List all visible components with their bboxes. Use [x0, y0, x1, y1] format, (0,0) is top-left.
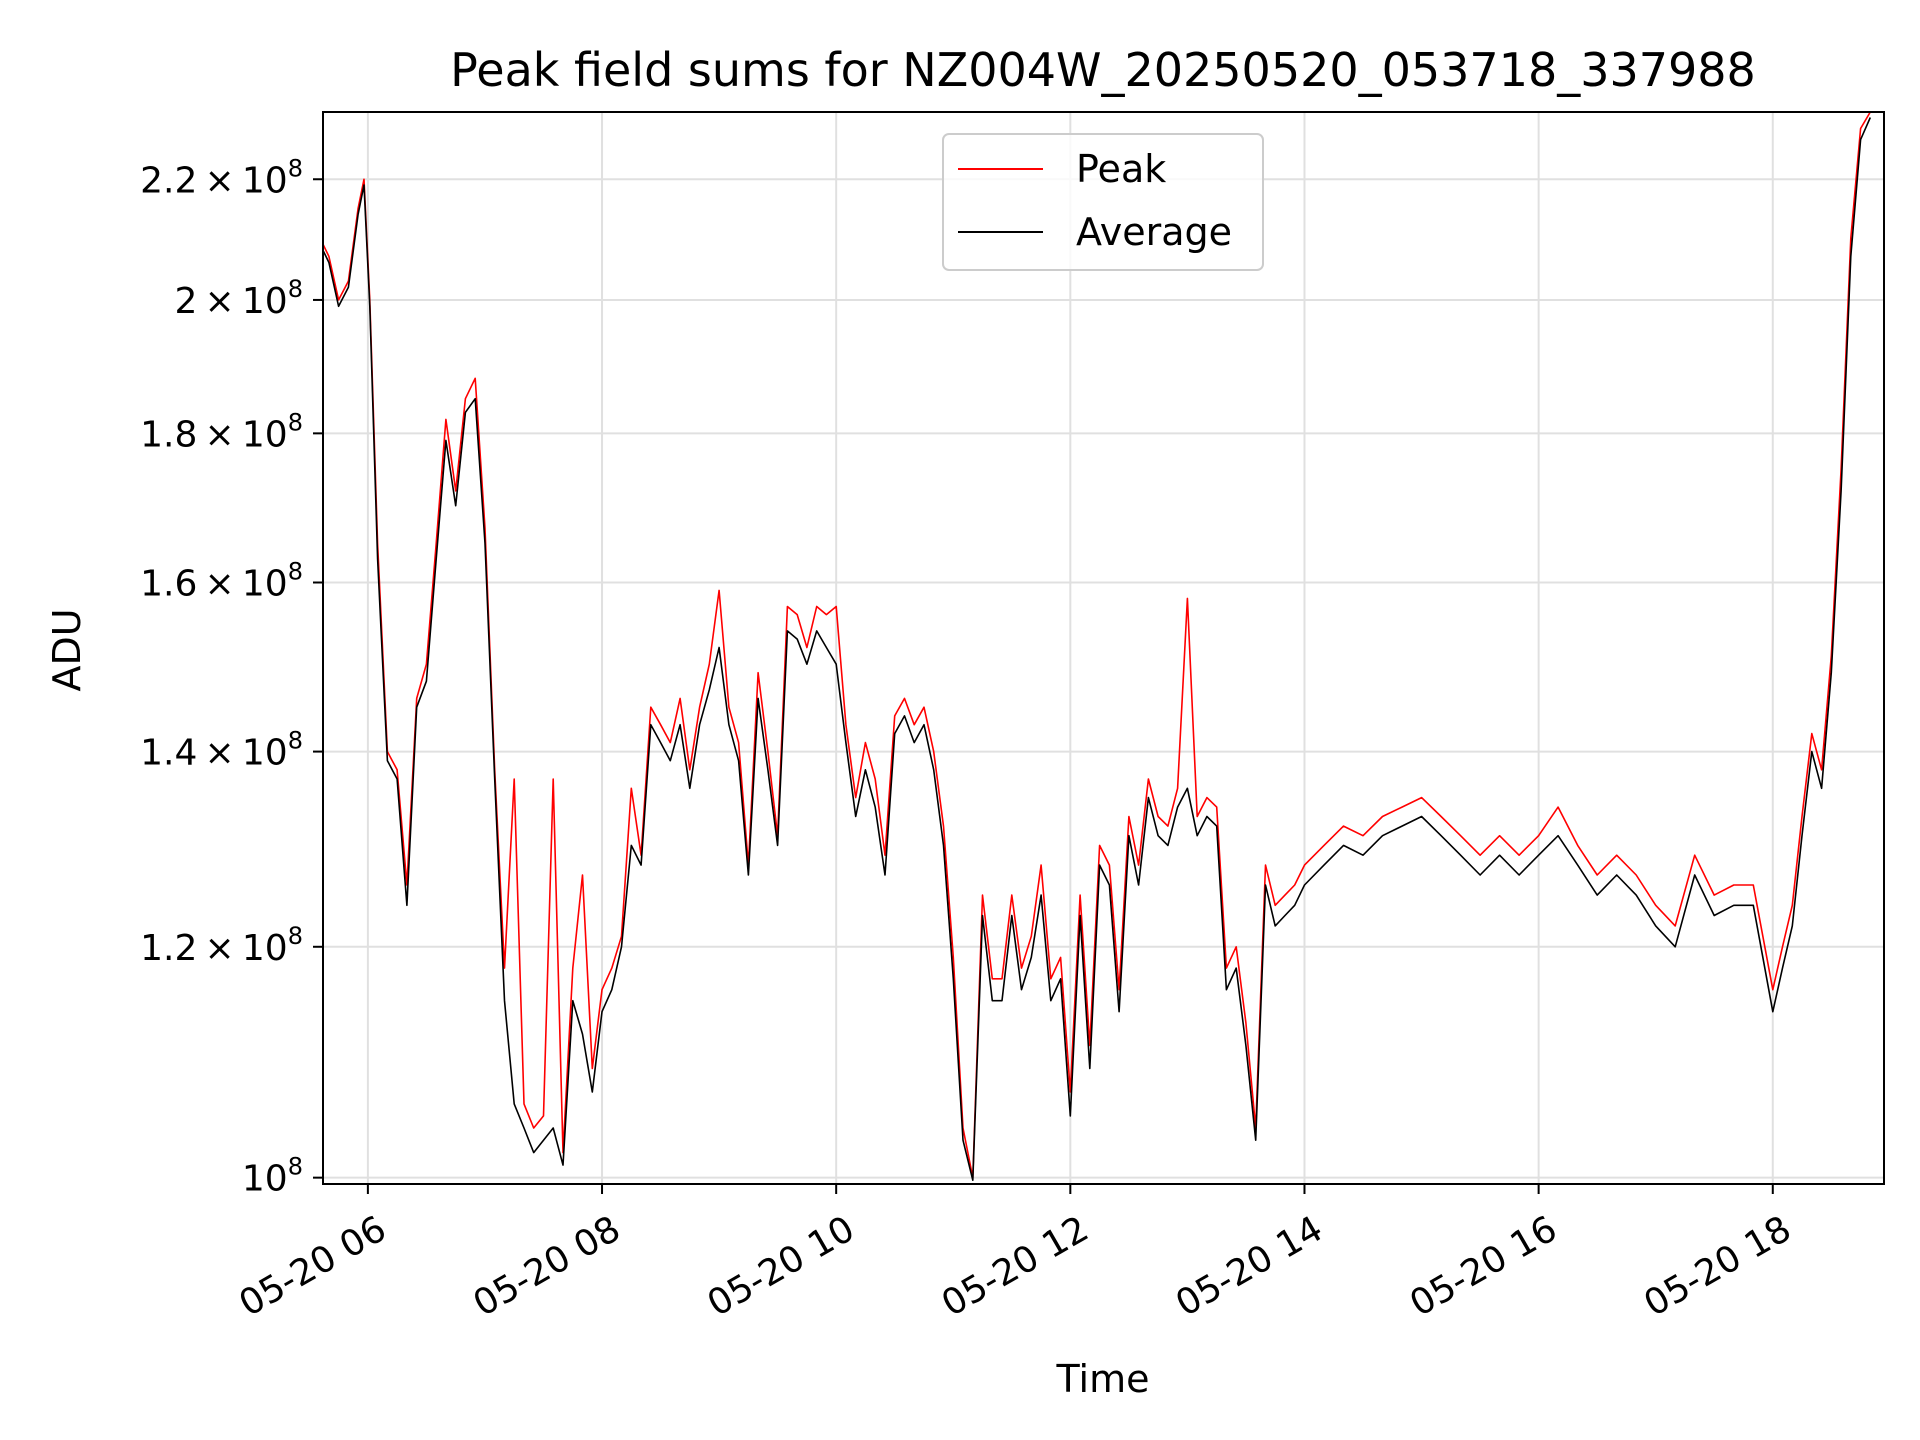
- chart-title: Peak field sums for NZ004W_20250520_0537…: [450, 43, 1756, 97]
- y-tick-label: 2.2 × 108: [140, 154, 303, 201]
- y-tick-label: 108: [242, 1153, 303, 1200]
- legend-label-peak: Peak: [1076, 147, 1166, 191]
- y-tick-label: 1.6 × 108: [140, 558, 303, 605]
- y-tick-label: 1.4 × 108: [140, 727, 303, 774]
- y-axis-ticks: 108 1.2 × 108 1.4 × 108 1.6 × 108 1.8 × 108 2…: [140, 154, 323, 1200]
- legend: Peak Average: [942, 133, 1264, 271]
- legend-label-average: Average: [1076, 210, 1232, 254]
- series-layer: [323, 112, 1872, 1181]
- y-tick-label: 1.8 × 108: [140, 408, 303, 455]
- y-tick-label: 2 × 108: [174, 275, 303, 322]
- x-axis-label: Time: [1056, 1357, 1150, 1401]
- y-axis-label: ADU: [45, 608, 89, 691]
- plot-frame: [322, 111, 1885, 1185]
- series-line-average: [323, 117, 1872, 1181]
- series-clip-group: [323, 112, 1872, 1181]
- y-tick-label: 1.2 × 108: [140, 922, 303, 969]
